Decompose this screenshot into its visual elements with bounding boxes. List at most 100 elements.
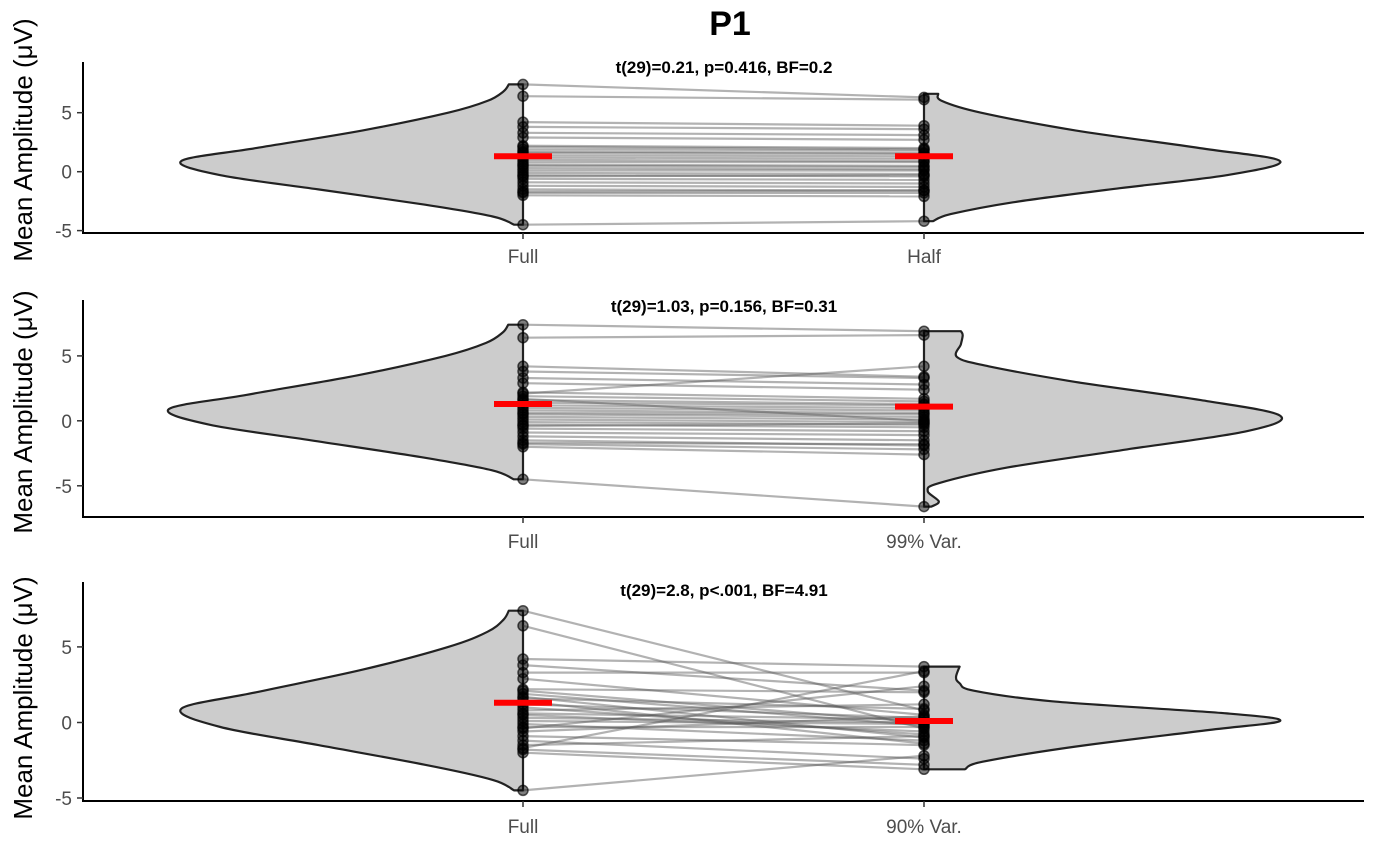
y-tick-label: 0	[61, 163, 72, 184]
paired-line	[522, 171, 925, 176]
paired-line	[522, 719, 925, 726]
paired-line	[522, 167, 925, 171]
x-tick-label: Half	[907, 247, 942, 268]
point-condition-2	[918, 360, 930, 373]
x-tick-label: Full	[508, 247, 539, 268]
paired-line	[522, 323, 925, 333]
paired-line	[522, 391, 925, 400]
paired-line	[522, 415, 925, 421]
panel-subtitle: t(29)=0.21, p=0.416, BF=0.2	[616, 58, 833, 77]
paired-line	[522, 421, 925, 426]
paired-line	[522, 83, 925, 99]
violin-left	[166, 323, 525, 481]
paired-line	[522, 624, 925, 730]
point-condition-2	[918, 448, 930, 461]
x-tick-label: 99% Var.	[886, 532, 962, 553]
paired-line	[522, 136, 925, 141]
point-condition-2	[918, 763, 930, 776]
paired-line	[522, 220, 925, 226]
y-tick-label: -5	[55, 222, 72, 243]
paired-line	[522, 689, 925, 724]
paired-line	[522, 609, 925, 712]
y-tick-label: 5	[61, 638, 72, 659]
panel-2: -5 0 5 Full 99% Var. t(29)=1.03, p=0.156, BF=…	[8, 290, 1364, 553]
paired-line	[522, 445, 925, 456]
paired-line	[522, 706, 925, 736]
point-full	[517, 318, 529, 331]
paired-line	[522, 722, 925, 742]
paired-line	[522, 189, 925, 193]
figure-title: P1	[709, 5, 751, 43]
panel-subtitle: t(29)=1.03, p=0.156, BF=0.31	[611, 297, 837, 316]
paired-line	[522, 423, 925, 429]
y-axis-label: Mean Amplitude (μV)	[8, 18, 38, 261]
paired-line	[522, 144, 925, 150]
paired-line	[522, 739, 925, 760]
paired-line	[522, 121, 925, 127]
paired-line	[522, 145, 925, 151]
x-tick-label: Full	[508, 532, 539, 553]
x-tick-label: Full	[508, 817, 539, 838]
paired-line	[522, 677, 925, 716]
paired-line	[522, 703, 925, 712]
paired-line	[522, 404, 925, 409]
panels: -5 0 5 Full Half t(29)=0.21, p=0.416, BF=0.2 M…	[8, 18, 1364, 838]
y-tick-label: 5	[61, 104, 72, 125]
y-tick-label: -5	[55, 477, 72, 498]
point-condition-2	[918, 93, 930, 106]
paired-line	[522, 164, 925, 169]
paired-line	[522, 422, 925, 428]
paired-line	[522, 664, 925, 692]
paired-line	[522, 154, 925, 158]
y-axis-label: Mean Amplitude (μV)	[8, 576, 38, 819]
paired-line	[522, 181, 925, 185]
paired-line	[522, 151, 925, 156]
point-condition-2	[918, 215, 930, 227]
paired-line	[522, 688, 925, 694]
paired-line	[522, 401, 925, 407]
paired-line	[522, 156, 925, 160]
paired-line	[522, 163, 925, 167]
point-condition-2	[918, 417, 930, 430]
panel-3: -5 0 5 Full 90% Var. t(29)=2.8, p<.001, BF=4.…	[8, 576, 1364, 838]
paired-line	[522, 735, 925, 747]
paired-line	[522, 397, 925, 422]
paired-line	[522, 382, 925, 391]
paired-line	[522, 716, 925, 724]
paired-line	[522, 748, 925, 766]
paired-line	[522, 395, 925, 403]
paired-line	[522, 700, 925, 745]
paired-line	[522, 692, 925, 727]
point-condition-2	[918, 680, 930, 692]
paired-line	[522, 376, 925, 386]
paired-line	[522, 715, 925, 733]
paired-line	[522, 365, 925, 395]
paired-line	[522, 148, 925, 152]
violin-left	[179, 609, 525, 792]
paired-line	[522, 174, 925, 178]
paired-line	[522, 478, 925, 508]
point-condition-2	[918, 665, 930, 677]
paired-line	[522, 670, 925, 750]
y-tick-label: 0	[61, 714, 72, 735]
point-full	[517, 722, 529, 735]
paired-line	[522, 439, 925, 447]
point-condition-2	[918, 749, 930, 762]
paired-line	[522, 177, 925, 181]
y-tick-label: 5	[61, 347, 72, 368]
paired-line	[522, 443, 925, 451]
paired-line	[522, 125, 925, 131]
point-full	[517, 78, 529, 91]
point-full	[517, 90, 529, 102]
panel-subtitle: t(29)=2.8, p<.001, BF=4.91	[620, 581, 827, 600]
paired-line	[522, 174, 925, 178]
point-full	[517, 420, 529, 432]
y-tick-label: 0	[61, 412, 72, 433]
point-full	[517, 742, 529, 754]
point-full	[517, 407, 529, 419]
point-condition-2	[918, 329, 930, 341]
point-full	[517, 437, 529, 449]
paired-line	[522, 131, 925, 137]
point-full	[517, 707, 529, 720]
